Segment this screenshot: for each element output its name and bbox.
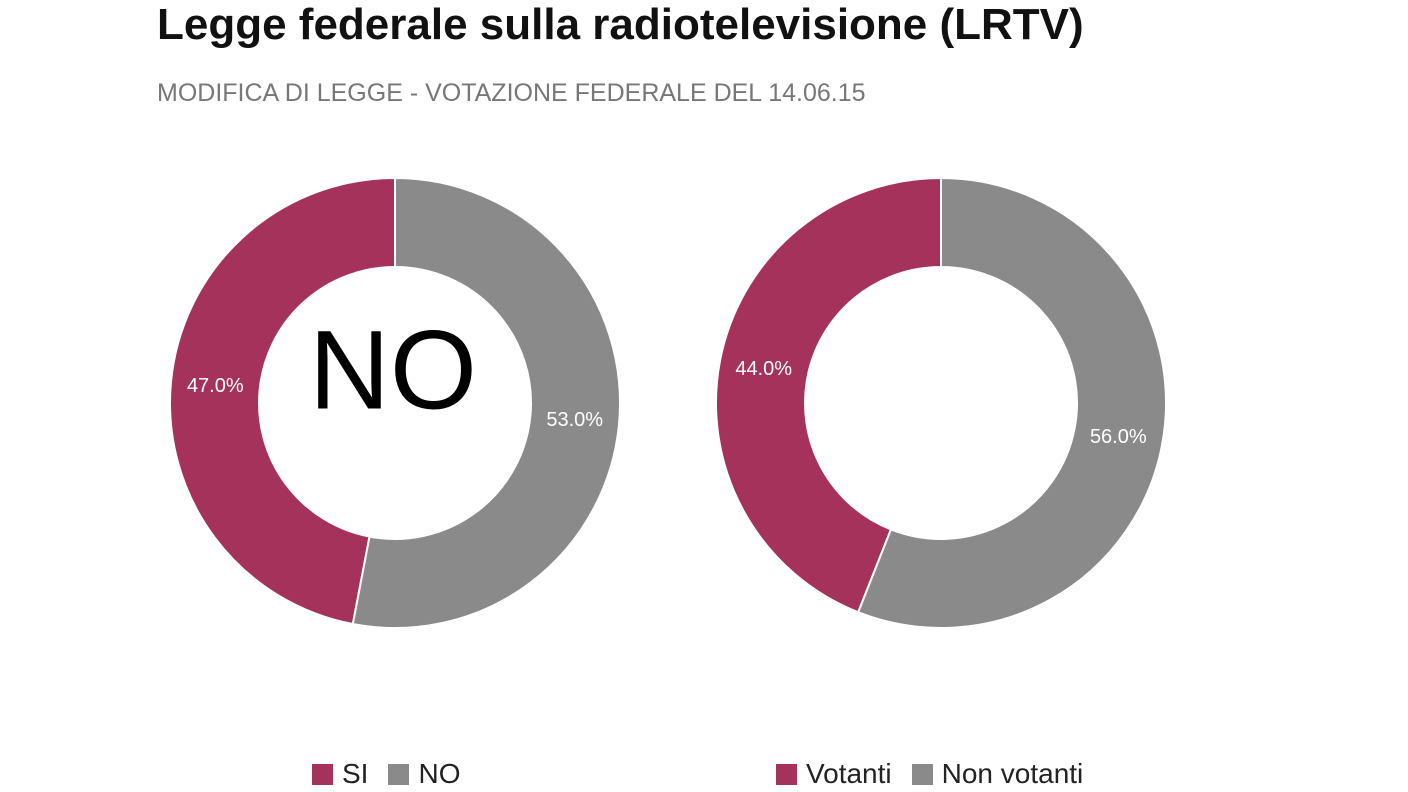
legend-label-votanti: Votanti [806, 758, 892, 789]
chart-title: Legge federale sulla radiotelevisione (L… [157, 0, 1084, 49]
legend-label-si: SI [342, 758, 369, 789]
legend-swatch-no [388, 763, 410, 785]
turnout-label-votanti: 44.0% [735, 358, 792, 380]
legend-swatch-si [312, 763, 333, 785]
legend-item-votanti[interactable]: Votanti [776, 756, 892, 792]
legend-label-non-votanti: Non votanti [941, 758, 1084, 789]
turnout-slice-votanti[interactable] [715, 176, 942, 614]
legend-item-no[interactable]: NO [388, 756, 460, 792]
legend-label-no: NO [418, 758, 461, 789]
legend-swatch-non-votanti [911, 763, 933, 785]
vote-result-slice-si[interactable] [169, 176, 396, 626]
vote-result-label-no: 53.0% [546, 409, 603, 431]
chart-subtitle: MODIFICA DI LEGGE - VOTAZIONE FEDERALE D… [157, 79, 866, 107]
vote-result-center-label: NO [309, 308, 477, 433]
legend-turnout: Votanti Non votanti [776, 756, 1103, 792]
legend-swatch-votanti [776, 763, 797, 785]
legend-item-non-votanti[interactable]: Non votanti [911, 756, 1084, 792]
turnout-slice-non-votanti[interactable] [856, 176, 1167, 629]
vote-result-label-si: 47.0% [187, 375, 244, 397]
legend-vote-result: SI NO [312, 756, 480, 792]
legend-item-si[interactable]: SI [312, 756, 368, 792]
donut-chart-vote-result: 47.0% 53.0% NO [169, 176, 621, 629]
donut-chart-turnout: 44.0% 56.0% [715, 176, 1167, 629]
turnout-label-non-votanti: 56.0% [1090, 426, 1147, 448]
vote-result-slice-no[interactable] [351, 176, 621, 629]
